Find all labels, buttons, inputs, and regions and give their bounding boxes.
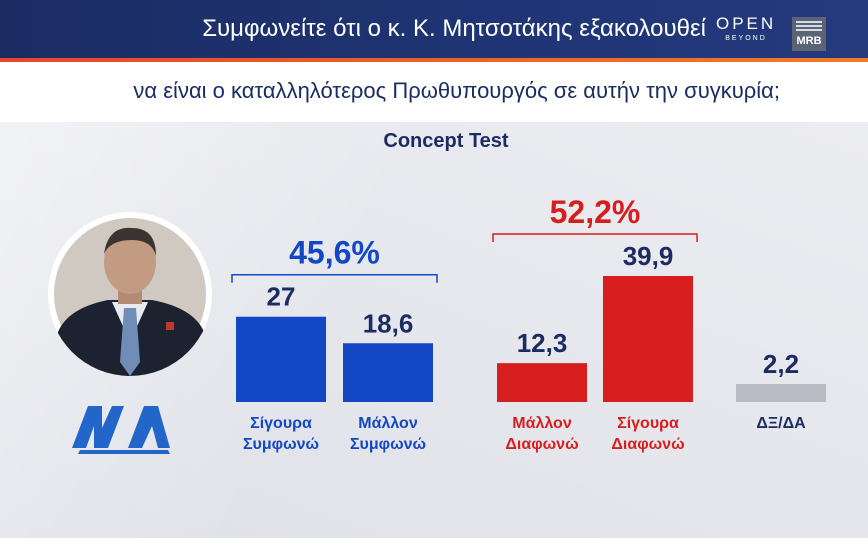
header-bar (0, 0, 868, 60)
header-title: Συμφωνείτε ότι ο κ. Κ. Μητσοτάκης εξακολ… (202, 15, 706, 42)
bar-value-label-4: 39,9 (623, 241, 674, 271)
category-label-1-line-1: Σίγουρα (250, 415, 312, 432)
bar-5 (736, 384, 826, 402)
bar-value-label-1: 27 (267, 282, 296, 312)
bar-value-label-3: 12,3 (517, 328, 568, 358)
category-label-5-line-1: ΔΞ/ΔΑ (756, 415, 806, 432)
open-beyond-logo: OPEN BEYOND (716, 14, 776, 54)
mrb-logo: MRB (792, 17, 826, 51)
header-accent-line (0, 58, 868, 62)
bar-4 (603, 276, 693, 402)
bar-2 (343, 343, 433, 402)
mrb-logo-bars-icon (796, 21, 822, 33)
category-label-4-line-1: Σίγουρα (617, 415, 679, 432)
question-text: να είναι ο καταλληλότερος Πρωθυπουργός σ… (133, 78, 780, 103)
category-label-2-line-1: Μάλλον (358, 415, 418, 432)
chart-title: Concept Test (383, 130, 509, 152)
politician-portrait-icon (48, 212, 212, 376)
bar-3 (497, 363, 587, 402)
open-logo-word: OPEN (716, 14, 777, 33)
bar-1 (236, 316, 326, 402)
group-total-label-1: 45,6% (289, 235, 380, 271)
group-bracket-2 (492, 233, 698, 242)
question-band: να είναι ο καταλληλότερος Πρωθυπουργός σ… (0, 62, 868, 122)
category-label-3-line-2: Διαφωνώ (505, 436, 578, 453)
category-label-1-line-2: Συμφωνώ (243, 436, 319, 453)
bar-value-label-5: 2,2 (763, 349, 799, 379)
group-bracket-1 (231, 273, 438, 283)
open-logo-sub: BEYOND (725, 35, 767, 42)
bar-value-label-2: 18,6 (363, 308, 414, 338)
category-label-3-line-1: Μάλλον (512, 415, 572, 432)
category-label-2-line-2: Συμφωνώ (350, 436, 426, 453)
nd-party-logo-icon (72, 406, 170, 454)
group-total-label-2: 52,2% (550, 194, 641, 230)
mrb-logo-text: MRB (796, 35, 822, 47)
category-label-4-line-2: Διαφωνώ (611, 436, 684, 453)
